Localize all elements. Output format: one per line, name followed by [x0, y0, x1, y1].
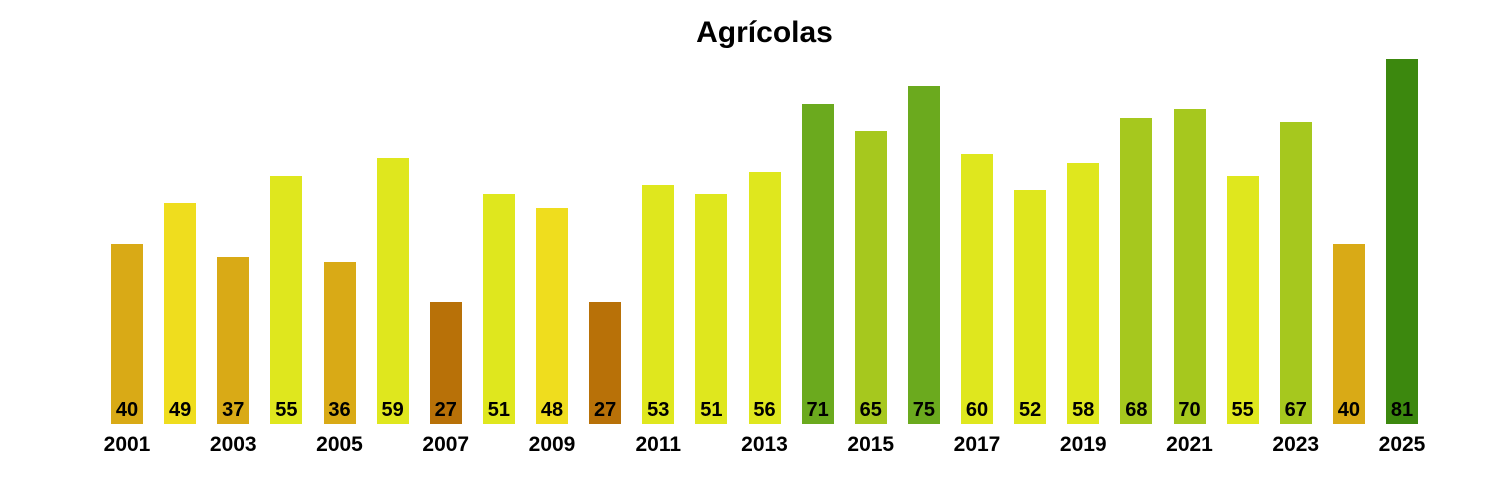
- bar-value-label-2011: 53: [647, 399, 670, 421]
- bar-value-label-2013: 56: [753, 399, 776, 421]
- bar-value-label-2015: 65: [859, 399, 882, 421]
- x-tick-label-2019: 2019: [1059, 433, 1107, 456]
- x-tick-label-2009: 2009: [528, 433, 576, 456]
- bar-value-label-2001: 40: [115, 399, 139, 421]
- x-tick-label-2025: 2025: [1378, 433, 1426, 456]
- x-tick-label-2005: 2005: [316, 433, 363, 456]
- bar-value-label-2016: 75: [912, 399, 935, 421]
- bar-value-label-2024: 40: [1337, 399, 1360, 421]
- x-tick-label-2003: 2003: [209, 433, 257, 456]
- bar-2011: 53 2011: [635, 185, 681, 455]
- bar-value-label-2012: 51: [700, 399, 723, 421]
- bar-value-label-2019: 58: [1072, 399, 1095, 421]
- bar-2014: 71: [801, 104, 834, 424]
- x-tick-label-2015: 2015: [847, 433, 895, 456]
- bar-2019: 58 2019: [1060, 163, 1107, 455]
- plot-area: 40 2001 49 37 2003 55 36 2005 59 27 2007 51 48 2009 27…: [104, 57, 1425, 455]
- bar-2015: 65 2015: [847, 131, 894, 455]
- bar-2024: 40: [1332, 244, 1365, 424]
- bar-value-label-2010: 27: [594, 399, 617, 421]
- bar-2025: 81 2025: [1379, 59, 1425, 455]
- bar-value-label-2007: 27: [434, 399, 457, 421]
- bar-2002: 49: [164, 203, 197, 424]
- x-tick-label-2011: 2011: [635, 433, 682, 456]
- bar-2004: 55: [270, 176, 303, 424]
- bar-2016: 75: [907, 86, 940, 424]
- x-tick-label-2023: 2023: [1272, 433, 1320, 456]
- bar-value-label-2004: 55: [275, 399, 298, 421]
- bar-2003: 37 2003: [210, 257, 257, 455]
- bar-2009: 48 2009: [529, 208, 575, 455]
- x-tick-label-2021: 2021: [1166, 433, 1213, 456]
- bar-2006: 59: [376, 158, 409, 424]
- x-tick-label-2001: 2001: [103, 433, 151, 456]
- bar-value-label-2017: 60: [965, 399, 989, 421]
- chart-title: Agrícolas: [696, 16, 833, 49]
- bar-value-label-2022: 55: [1231, 399, 1254, 421]
- x-tick-label-2013: 2013: [741, 433, 788, 456]
- bar-2023: 67 2023: [1272, 122, 1319, 455]
- bar-2022: 55: [1226, 176, 1259, 424]
- bar-value-label-2008: 51: [487, 399, 510, 421]
- bar-2013: 56 2013: [741, 172, 788, 455]
- bar-2021: 70 2021: [1166, 109, 1213, 455]
- bar-value-label-2014: 71: [806, 399, 829, 421]
- bar-2017: 60 2017: [954, 154, 1000, 455]
- bar-2007: 27 2007: [422, 302, 469, 455]
- bar-value-label-2025: 81: [1390, 399, 1414, 421]
- bar-value-label-2002: 49: [169, 399, 192, 421]
- bar-2005: 36 2005: [316, 262, 363, 455]
- bar-2008: 51: [482, 194, 515, 424]
- bar-value-label-2023: 67: [1284, 399, 1307, 421]
- x-tick-label-2017: 2017: [953, 433, 1001, 456]
- bar-value-label-2009: 48: [540, 399, 564, 421]
- bar-2018: 52: [1014, 190, 1047, 424]
- bar-value-label-2018: 52: [1019, 399, 1042, 421]
- bar-value-label-2003: 37: [222, 399, 245, 421]
- x-tick-label-2007: 2007: [422, 433, 470, 456]
- bar-2020: 68: [1120, 118, 1153, 424]
- bar-value-label-2021: 70: [1178, 399, 1201, 421]
- bar-value-label-2005: 36: [328, 399, 351, 421]
- bar-2010: 27: [589, 302, 622, 424]
- bar-2012: 51: [695, 194, 728, 424]
- bar-2001: 40 2001: [104, 244, 150, 455]
- bar-value-label-2006: 59: [381, 399, 404, 421]
- bar-value-label-2020: 68: [1125, 399, 1148, 421]
